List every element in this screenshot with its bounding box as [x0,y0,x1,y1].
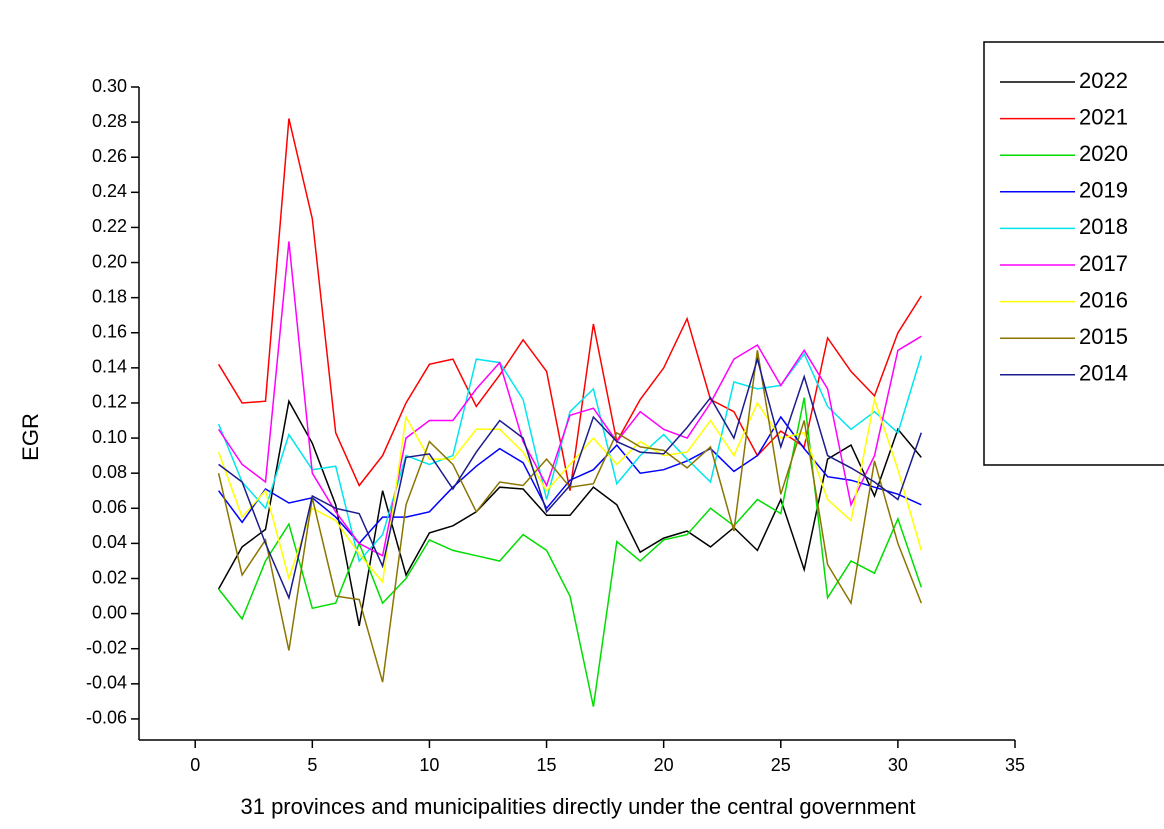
series-line [217,396,923,584]
y-tick-label: 0.28 [92,111,127,131]
x-axis-label: 31 provinces and municipalities directly… [240,794,915,819]
y-tick-label: 0.00 [92,602,127,622]
y-tick-label: 0.20 [92,251,127,271]
y-tick-label: 0.16 [92,322,127,342]
y-axis-label: EGR [18,413,43,461]
legend-box [983,41,1164,466]
y-tick-label: 0.22 [92,216,127,236]
x-tick-label: 15 [537,755,557,775]
series-line [217,350,922,683]
x-tick-label: 0 [190,755,200,775]
x-tick-label: 20 [654,755,674,775]
y-tick-label: 0.10 [92,427,127,447]
y-tick-label: 0.14 [92,357,127,377]
y-tick-label: 0.18 [92,286,127,306]
y-tick-label: 0.30 [92,76,127,96]
series-line [218,356,923,601]
series-line [217,415,922,545]
series-line [217,118,922,491]
legend-label: 2016 [1079,287,1128,312]
legend-label: 2019 [1079,178,1128,203]
x-tick-label: 5 [307,755,317,775]
series-line [218,397,923,707]
y-tick-label: -0.02 [86,637,127,657]
y-tick-label: 0.06 [92,497,127,517]
x-tick-label: 30 [888,755,908,775]
series-line [217,399,922,627]
y-tick-label: 0.26 [92,146,127,166]
series-line [217,241,922,557]
y-tick-label: 0.02 [92,567,127,587]
legend-label: 2021 [1079,104,1128,129]
x-tick-label: 25 [771,755,791,775]
y-tick-label: 0.08 [92,462,127,482]
y-tick-label: 0.04 [92,532,127,552]
x-tick-label: 10 [419,755,439,775]
legend-label: 2018 [1079,214,1128,239]
y-tick-label: 0.24 [92,181,127,201]
legend-label: 2014 [1079,361,1128,386]
legend-label: 2022 [1079,68,1128,93]
legend-label: 2015 [1079,324,1128,349]
y-tick-label: -0.04 [86,673,127,693]
series-line [217,352,923,563]
legend-label: 2020 [1079,141,1128,166]
y-tick-label: -0.06 [86,708,127,728]
x-tick-label: 35 [1005,755,1025,775]
legend-label: 2017 [1079,251,1128,276]
y-tick-label: 0.12 [92,392,127,412]
